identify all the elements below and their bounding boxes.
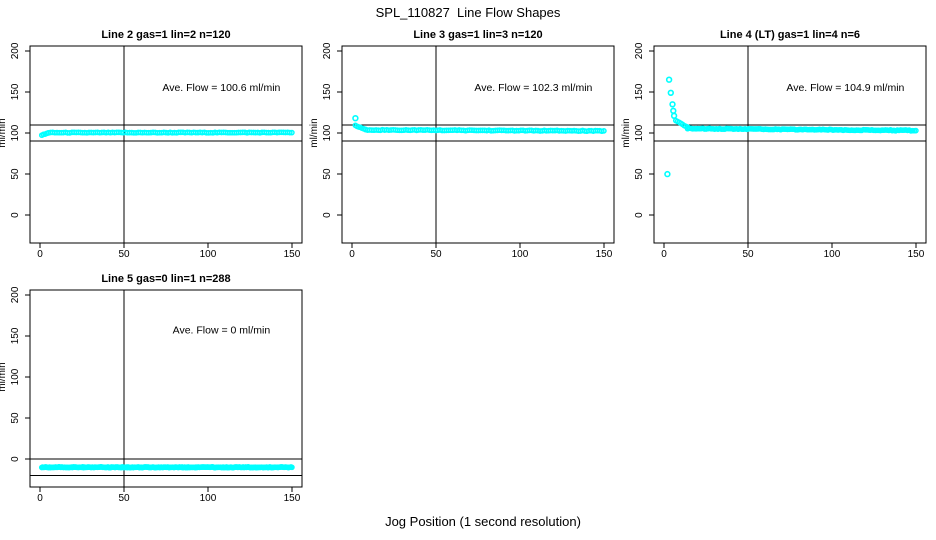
outlier-data-point <box>670 107 677 115</box>
outlier-data-point <box>352 114 359 122</box>
outlier-data-point <box>669 101 676 108</box>
x-tick-label: 0 <box>661 249 667 260</box>
outlier-data-point <box>667 89 674 97</box>
subplot-title: Line 2 gas=1 lin=2 n=120 <box>101 29 230 41</box>
x-tick-label: 150 <box>284 493 301 504</box>
x-tick-label: 0 <box>349 249 355 260</box>
x-tick-label: 50 <box>118 493 130 504</box>
y-tick-label: 200 <box>10 286 21 303</box>
data-point <box>289 464 295 471</box>
plot-box <box>341 45 615 244</box>
x-tick-label: 150 <box>596 249 613 260</box>
x-tick-label: 150 <box>284 249 301 260</box>
figure-x-axis-label: Jog Position (1 second resolution) <box>385 514 581 529</box>
subplot: 0 50 100 150 0 50 100 150 200 ml/min Line 2 gas=1 … <box>0 29 303 260</box>
outlier-data-point <box>664 170 671 178</box>
x-tick-label: 100 <box>200 249 217 260</box>
y-tick-label: 0 <box>634 212 645 218</box>
y-tick-label: 150 <box>10 83 21 100</box>
y-tick-label: 200 <box>10 42 21 59</box>
x-tick-label: 100 <box>824 249 841 260</box>
x-tick-label: 0 <box>37 493 43 504</box>
x-tick-label: 100 <box>512 249 529 260</box>
y-tick-label: 50 <box>10 168 21 180</box>
x-tick-label: 50 <box>118 249 130 260</box>
data-point <box>913 127 919 134</box>
y-tick-label: 100 <box>10 368 21 385</box>
y-tick-label: 100 <box>322 124 333 141</box>
figure-title: SPL_110827 Line Flow Shapes <box>375 5 561 20</box>
subplot-title: Line 5 gas=0 lin=1 n=288 <box>101 273 230 285</box>
y-tick-label: 100 <box>634 124 645 141</box>
y-tick-label: 200 <box>634 42 645 59</box>
x-tick-label: 150 <box>908 249 925 260</box>
plot-box <box>653 45 927 244</box>
y-tick-label: 50 <box>322 168 333 180</box>
y-tick-label: 200 <box>322 42 333 59</box>
plot-box <box>29 45 303 244</box>
subplot-title: Line 4 (LT) gas=1 lin=4 n=6 <box>720 29 860 41</box>
average-flow-annotation: Ave. Flow = 100.6 ml/min <box>162 82 280 94</box>
y-tick-label: 150 <box>10 327 21 344</box>
data-point <box>289 129 295 136</box>
subplot-title: Line 3 gas=1 lin=3 n=120 <box>413 29 542 41</box>
x-tick-label: 0 <box>37 249 43 260</box>
data-point <box>601 128 607 134</box>
y-axis-label: ml/min <box>0 362 8 391</box>
y-tick-label: 0 <box>10 456 21 462</box>
x-tick-label: 50 <box>430 249 442 260</box>
average-flow-annotation: Ave. Flow = 102.3 ml/min <box>474 82 592 94</box>
y-tick-label: 100 <box>10 124 21 141</box>
y-axis-label: ml/min <box>0 118 8 147</box>
y-tick-label: 50 <box>634 168 645 180</box>
plot-box <box>29 289 303 488</box>
subplot: 0 50 100 150 0 50 100 150 200 ml/min Line 3 gas=1 … <box>309 29 615 260</box>
y-tick-label: 50 <box>10 412 21 424</box>
y-axis-label: ml/min <box>309 118 320 147</box>
y-axis-label: ml/min <box>621 118 632 147</box>
outlier-data-point <box>670 112 678 120</box>
y-tick-label: 150 <box>322 83 333 100</box>
average-flow-annotation: Ave. Flow = 104.9 ml/min <box>786 82 904 94</box>
average-flow-annotation: Ave. Flow = 0 ml/min <box>173 325 271 337</box>
x-tick-label: 100 <box>200 493 217 504</box>
subplot: 0 50 100 150 0 50 100 150 200 ml/min Line 5 gas=0 … <box>0 273 303 504</box>
subplot: 0 50 100 150 0 50 100 150 200 ml/min Line 4 (LT) g… <box>621 29 927 260</box>
y-tick-label: 0 <box>10 212 21 218</box>
y-tick-label: 0 <box>322 212 333 218</box>
y-tick-label: 150 <box>634 83 645 100</box>
outlier-data-point <box>665 76 673 83</box>
data-point <box>286 129 293 136</box>
x-tick-label: 50 <box>742 249 754 260</box>
